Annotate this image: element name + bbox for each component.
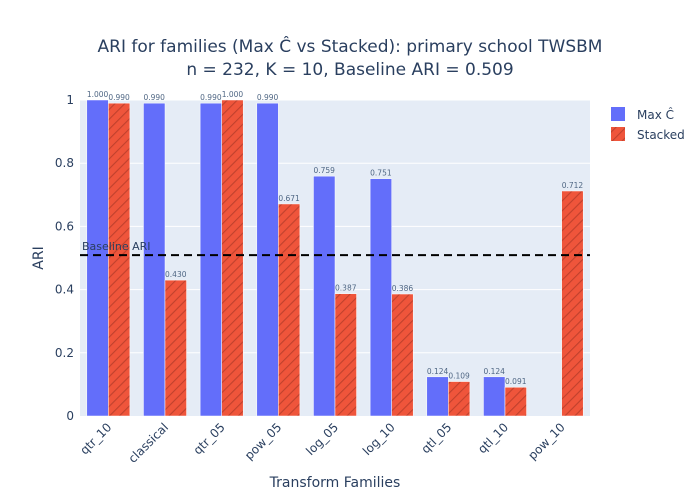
x-axis-title: Transform Families — [269, 475, 401, 491]
bar-label: 0.430 — [165, 270, 187, 279]
legend-label-stacked[interactable]: Stacked — [637, 128, 685, 142]
bar-label: 0.751 — [370, 169, 392, 178]
x-tick-labels: qtr_10 classical qtr_05 pow_05 log_05 log_10 q… — [77, 420, 567, 466]
bar-qtl_10-stacked[interactable] — [504, 386, 527, 417]
bar-label: 0.109 — [448, 372, 470, 381]
bar-log_10-stacked[interactable] — [391, 293, 414, 417]
y-tick-label: 0 — [66, 409, 74, 423]
bar-label: 0.759 — [313, 166, 335, 175]
baseline: Baseline ARI — [80, 240, 590, 257]
bar-pow_05-stacked[interactable] — [278, 203, 301, 417]
chart-subtitle: n = 232, K = 10, Baseline ARI = 0.509 — [186, 60, 513, 80]
y-tick-label: 0.2 — [55, 346, 74, 360]
x-tick-label: qtr_10 — [77, 420, 114, 457]
y-tick-label: 0.6 — [55, 219, 74, 233]
bar-qtr_05-max[interactable] — [199, 102, 222, 417]
y-tick-label: 0.4 — [55, 283, 74, 297]
bar-label: 0.386 — [392, 284, 414, 293]
bar-qtl_05-max[interactable] — [426, 376, 449, 417]
bar-pow_05-max[interactable] — [256, 102, 279, 417]
bar-log_05-stacked[interactable] — [334, 293, 357, 417]
x-tick-label: log_05 — [303, 420, 341, 458]
x-tick-label: pow_10 — [525, 420, 567, 462]
bar-label: 0.712 — [562, 181, 584, 190]
bar-label: 0.124 — [427, 367, 449, 376]
bar-log_05-max[interactable] — [313, 175, 336, 417]
bar-label: 0.124 — [483, 367, 505, 376]
legend[interactable]: Max Ĉ Stacked — [611, 107, 685, 142]
x-tick-label: pow_05 — [242, 420, 284, 462]
bar-label: 1.000 — [87, 90, 109, 99]
baseline-label: Baseline ARI — [82, 240, 151, 253]
bar-qtl_05-stacked[interactable] — [448, 381, 471, 417]
bar-classical-max[interactable] — [143, 102, 166, 417]
x-tick-label: log_10 — [360, 420, 398, 458]
bar-qtr_05-stacked[interactable] — [221, 99, 244, 417]
y-axis-title: ARI — [31, 246, 47, 269]
x-tick-label: qtl_05 — [418, 420, 454, 456]
legend-swatch-stacked[interactable] — [611, 127, 625, 141]
x-tick-label: classical — [126, 420, 172, 466]
bar-classical-stacked[interactable] — [164, 279, 187, 417]
bar-qtl_10-max[interactable] — [483, 376, 506, 417]
x-tick-label: qtr_05 — [191, 420, 228, 457]
bar-qtr_10-stacked[interactable] — [108, 102, 131, 417]
bar-label: 0.990 — [200, 93, 222, 102]
bar-log_10-max[interactable] — [369, 178, 392, 417]
bar-label: 1.000 — [222, 90, 244, 99]
bar-qtr_10-max[interactable] — [86, 99, 109, 417]
bar-label: 0.990 — [108, 93, 130, 102]
bar-label: 0.671 — [278, 194, 300, 203]
bar-label: 0.091 — [505, 377, 527, 386]
x-tick-label: qtl_10 — [475, 420, 511, 456]
bar-label: 0.990 — [257, 93, 279, 102]
bars — [86, 99, 584, 417]
y-tick-labels: 0 0.2 0.4 0.6 0.8 1 — [55, 93, 74, 423]
chart-title: ARI for families (Max Ĉ vs Stacked): pri… — [98, 35, 603, 57]
legend-label-max-c[interactable]: Max Ĉ — [637, 107, 674, 122]
legend-swatch-max-c[interactable] — [611, 107, 625, 121]
y-tick-label: 0.8 — [55, 156, 74, 170]
bar-label: 0.387 — [335, 284, 357, 293]
y-tick-label: 1 — [66, 93, 74, 107]
bar-label: 0.990 — [143, 93, 165, 102]
bar-pow_10-stacked[interactable] — [561, 190, 584, 417]
